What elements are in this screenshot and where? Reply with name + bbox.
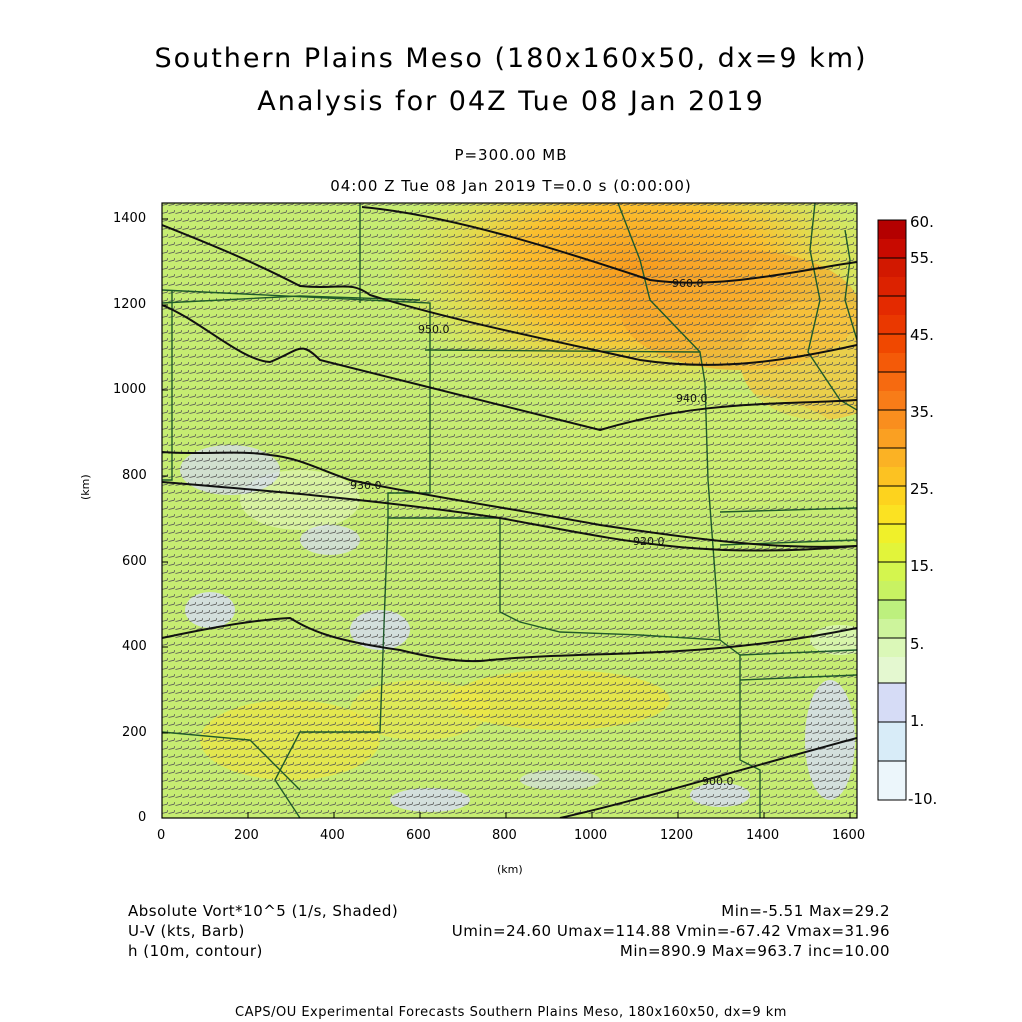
y-tick-200: 200 <box>122 725 147 740</box>
y-tick-600: 600 <box>122 554 147 569</box>
colorbar-label-25: 25. <box>910 480 934 498</box>
height-contours <box>162 206 857 818</box>
contour-label-930: 930.0 <box>350 479 382 492</box>
contour-label-960: 960.0 <box>672 277 704 290</box>
contour-label-900: 900.0 <box>702 775 734 788</box>
colorbar-label-45: 45. <box>910 326 934 344</box>
x-tick-200: 200 <box>234 828 259 843</box>
colorbar-label-55: 55. <box>910 249 934 267</box>
title-line-1: Southern Plains Meso (180x160x50, dx=9 k… <box>154 43 868 74</box>
field2-stats: Umin=24.60 Umax=114.88 Vmin=-67.42 Vmax=… <box>451 922 890 940</box>
colorbar-label-35: 35. <box>910 403 934 421</box>
y-tick-0: 0 <box>138 810 147 825</box>
y-tick-1400: 1400 <box>113 211 147 226</box>
y-tick-1200: 1200 <box>113 297 147 312</box>
x-tick-800: 800 <box>492 828 517 843</box>
y-tick-800: 800 <box>122 468 147 483</box>
y-tick-400: 400 <box>122 639 147 654</box>
footer-credit: CAPS/OU Experimental Forecasts Southern … <box>235 1005 787 1020</box>
y-axis-label: (km) <box>79 474 92 500</box>
contour-label-950: 950.0 <box>418 323 450 336</box>
contour-label-940: 940.0 <box>676 392 708 405</box>
field2-name: U-V (kts, Barb) <box>128 922 245 940</box>
colorbar <box>877 219 907 801</box>
x-tick-1400: 1400 <box>746 828 780 843</box>
x-tick-600: 600 <box>406 828 431 843</box>
colorbar-label-60: 60. <box>910 213 934 231</box>
pressure-level: P=300.00 MB <box>454 146 568 164</box>
x-tick-0: 0 <box>157 828 166 843</box>
x-tick-400: 400 <box>320 828 345 843</box>
title-line-2: Analysis for 04Z Tue 08 Jan 2019 <box>257 86 765 117</box>
field1-name: Absolute Vort*10^5 (1/s, Shaded) <box>128 902 399 920</box>
colorbar-label-5: 5. <box>910 635 925 653</box>
x-tick-1000: 1000 <box>574 828 608 843</box>
x-tick-1200: 1200 <box>660 828 694 843</box>
x-tick-1600: 1600 <box>832 828 866 843</box>
contour-label-920: 920.0 <box>633 535 665 548</box>
plot-frame <box>161 202 858 819</box>
field3-name: h (10m, contour) <box>128 942 263 960</box>
field3-stats: Min=890.9 Max=963.7 inc=10.00 <box>619 942 890 960</box>
field1-stats: Min=-5.51 Max=29.2 <box>721 902 890 920</box>
y-tick-1000: 1000 <box>113 382 147 397</box>
colorbar-label-15: 15. <box>910 557 934 575</box>
colorbar-label-1: 1. <box>910 712 925 730</box>
x-axis-label: (km) <box>497 863 523 876</box>
colorbar-label-minus10: -10. <box>908 790 938 808</box>
x-axis-ticks <box>161 812 851 818</box>
valid-time: 04:00 Z Tue 08 Jan 2019 T=0.0 s (0:00:00… <box>330 177 692 195</box>
y-axis-ticks <box>162 218 168 819</box>
